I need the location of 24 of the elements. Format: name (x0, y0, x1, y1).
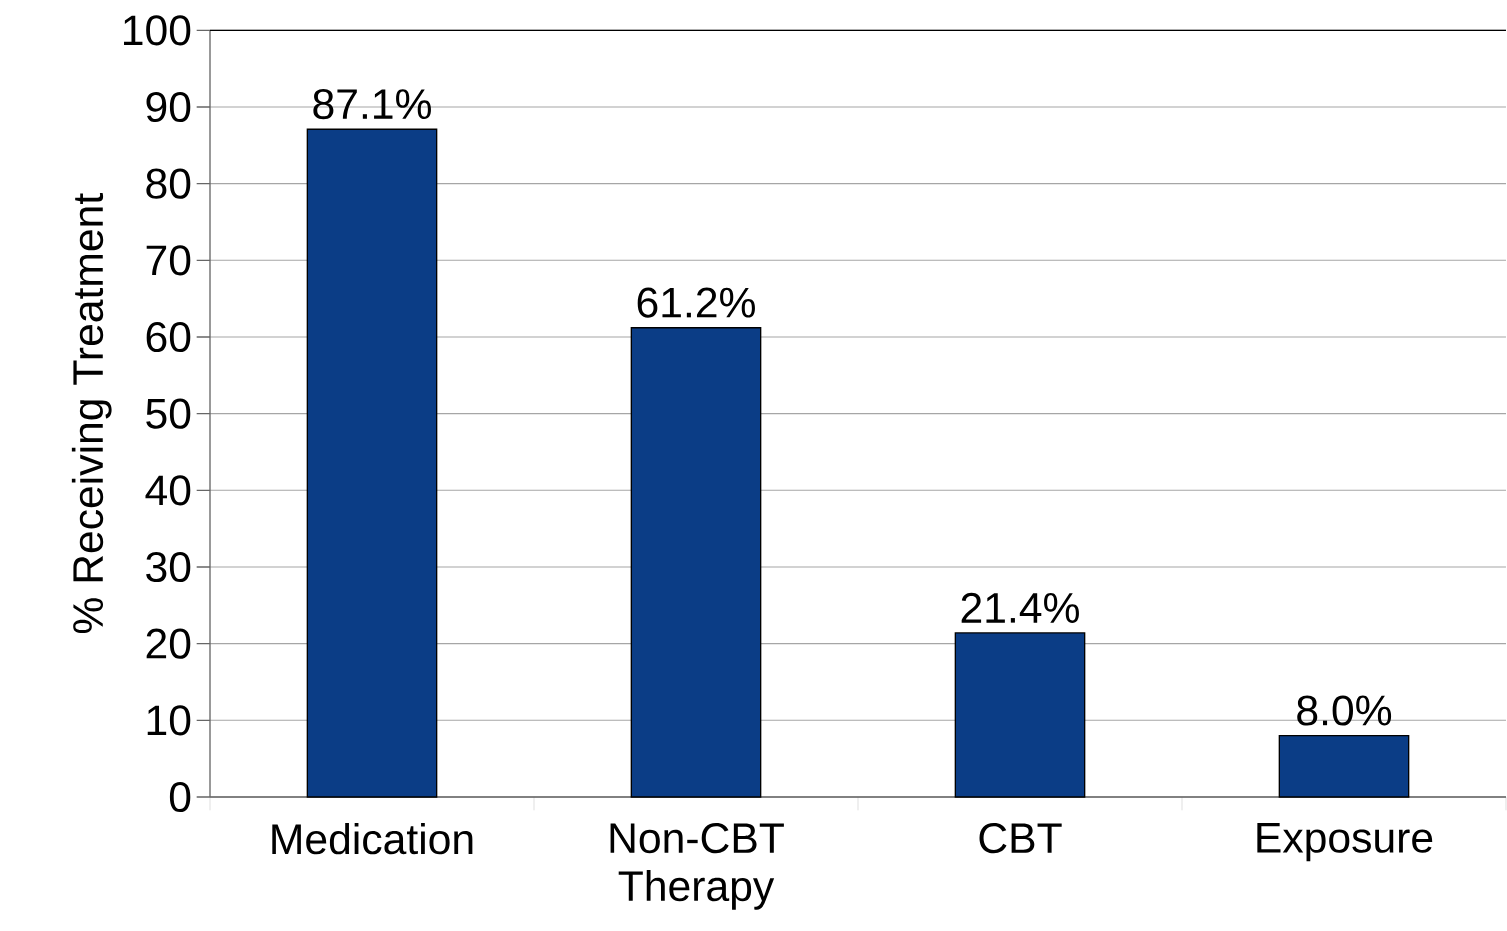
bar (630, 327, 762, 798)
y-tick-label: 90 (146, 91, 191, 123)
bar (1278, 734, 1410, 798)
y-tick-label: 20 (146, 628, 191, 659)
x-tick-label: Medication (272, 823, 473, 855)
y-tick-label: 10 (147, 705, 191, 736)
x-tick-label: Non-CBT Therapy (610, 823, 784, 910)
y-tick-label: 100 (124, 15, 191, 46)
y-tick-label: 0 (169, 781, 191, 813)
y-tick-label: 40 (145, 475, 191, 506)
x-tick-label: Exposure (1257, 823, 1433, 862)
y-tick-label: 70 (146, 245, 191, 276)
y-tick-label: 80 (146, 168, 191, 199)
bar (306, 128, 438, 798)
data-label: 21.4% (961, 592, 1079, 623)
data-label: 61.2% (637, 287, 755, 318)
data-label: 8.0% (1297, 695, 1392, 726)
y-tick-label: 60 (146, 321, 191, 353)
y-tick-label: 50 (146, 398, 191, 429)
bar (954, 632, 1086, 798)
y-tick-label: 30 (146, 551, 191, 583)
x-tick-label: CBT (979, 823, 1062, 854)
y-axis-title: % Receiving Treatment (71, 193, 112, 634)
data-label: 87.1% (313, 88, 431, 120)
